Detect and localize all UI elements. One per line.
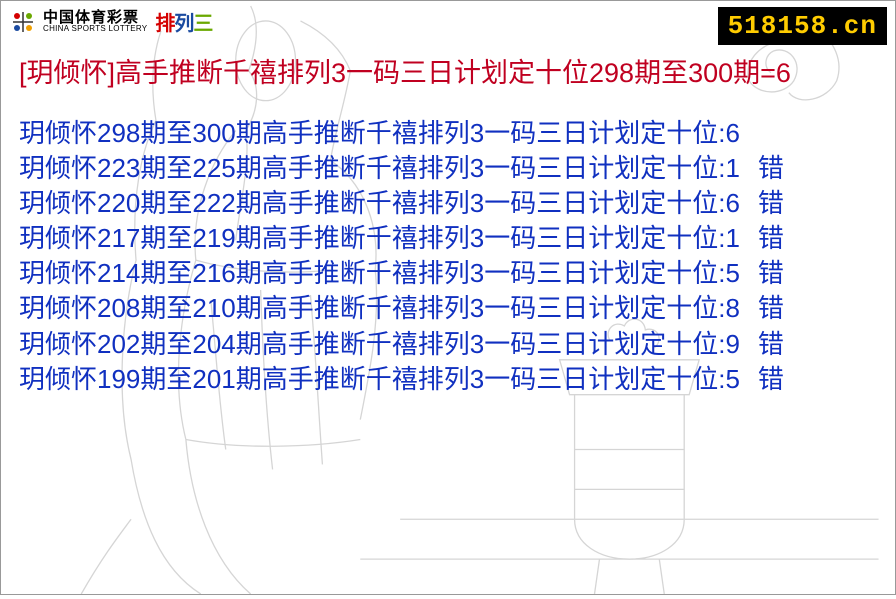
logo-sub-3: 三 (193, 7, 212, 36)
row-mark: 错 (758, 291, 784, 326)
row-mark: 错 (758, 256, 784, 291)
list-item: 玥倾怀208期至210期高手推断千禧排列3一码三日计划定十位:8 错 (19, 291, 877, 326)
list-item: 玥倾怀298期至300期高手推断千禧排列3一码三日计划定十位:6 (19, 116, 877, 151)
row-text: 玥倾怀208期至210期高手推断千禧排列3一码三日计划定十位:8 (19, 291, 740, 326)
row-text: 玥倾怀223期至225期高手推断千禧排列3一码三日计划定十位:1 (19, 151, 740, 186)
logo-sub: 排 列 三 (155, 7, 212, 36)
list-item: 玥倾怀199期至201期高手推断千禧排列3一码三日计划定十位:5 错 (19, 362, 877, 397)
list-item: 玥倾怀217期至219期高手推断千禧排列3一码三日计划定十位:1 错 (19, 221, 877, 256)
lottery-logo-icon (9, 8, 37, 36)
logo-sub-1: 排 (155, 7, 174, 36)
row-mark: 错 (758, 221, 784, 256)
row-mark: 错 (758, 186, 784, 221)
list-item: 玥倾怀202期至204期高手推断千禧排列3一码三日计划定十位:9 错 (19, 327, 877, 362)
content: [玥倾怀]高手推断千禧排列3一码三日计划定十位298期至300期=6 玥倾怀29… (1, 45, 895, 397)
logo-text: 中国体育彩票 CHINA SPORTS LOTTERY (43, 10, 147, 33)
logo-sub-2: 列 (174, 7, 193, 36)
logo-en: CHINA SPORTS LOTTERY (43, 25, 147, 33)
url-badge: 518158.cn (718, 7, 887, 45)
list-item: 玥倾怀220期至222期高手推断千禧排列3一码三日计划定十位:6 错 (19, 186, 877, 221)
row-text: 玥倾怀199期至201期高手推断千禧排列3一码三日计划定十位:5 (19, 362, 740, 397)
row-text: 玥倾怀298期至300期高手推断千禧排列3一码三日计划定十位:6 (19, 116, 740, 151)
title-line: [玥倾怀]高手推断千禧排列3一码三日计划定十位298期至300期=6 (19, 51, 877, 90)
row-mark: 错 (758, 151, 784, 186)
top-bar: 中国体育彩票 CHINA SPORTS LOTTERY 排 列 三 518158… (1, 1, 895, 45)
prediction-list: 玥倾怀298期至300期高手推断千禧排列3一码三日计划定十位:6 玥倾怀223期… (19, 116, 877, 397)
row-mark: 错 (758, 327, 784, 362)
row-text: 玥倾怀202期至204期高手推断千禧排列3一码三日计划定十位:9 (19, 327, 740, 362)
row-text: 玥倾怀220期至222期高手推断千禧排列3一码三日计划定十位:6 (19, 186, 740, 221)
list-item: 玥倾怀223期至225期高手推断千禧排列3一码三日计划定十位:1 错 (19, 151, 877, 186)
logo-block: 中国体育彩票 CHINA SPORTS LOTTERY 排 列 三 (9, 7, 212, 36)
logo-cn: 中国体育彩票 (43, 10, 147, 25)
row-text: 玥倾怀217期至219期高手推断千禧排列3一码三日计划定十位:1 (19, 221, 740, 256)
row-text: 玥倾怀214期至216期高手推断千禧排列3一码三日计划定十位:5 (19, 256, 740, 291)
list-item: 玥倾怀214期至216期高手推断千禧排列3一码三日计划定十位:5 错 (19, 256, 877, 291)
row-mark: 错 (758, 362, 784, 397)
